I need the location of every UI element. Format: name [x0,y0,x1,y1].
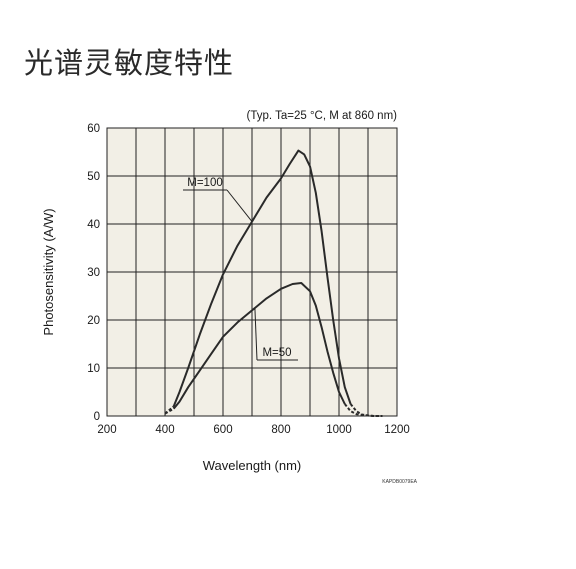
series-line-1-tail [349,403,383,417]
grid [107,128,397,416]
y-tick-label: 30 [87,267,100,279]
y-tick-label: 50 [87,171,100,183]
y-tick-label: 0 [94,411,100,423]
condition-note: (Typ. Ta=25 °C, M at 860 nm) [247,110,398,122]
y-axis-title: Photosensitivity (A/W) [41,208,56,335]
y-tick-label: 20 [87,315,100,327]
y-tick-label: 10 [87,363,100,375]
callout-label: M=100 [187,177,222,189]
x-tick-label: 200 [97,424,116,436]
series-line-2 [172,282,346,410]
series-line-2-tail [164,407,175,415]
x-tick-label: 400 [155,424,174,436]
page-title: 光谱灵敏度特性 [24,46,235,80]
series-line-2-tail [344,403,383,417]
x-tick-label: 600 [213,424,232,436]
y-tick-label: 60 [87,123,100,135]
y-tick-labels: 0 10 20 30 40 50 60 [87,123,100,423]
callout-leader [226,189,253,222]
callouts: M=100 M=50 [183,177,298,361]
x-axis-title: Wavelength (nm) [203,458,302,473]
x-tick-label: 1200 [384,424,410,436]
series-lines [164,149,383,417]
y-tick-label: 40 [87,219,100,231]
x-tick-label: 800 [271,424,290,436]
figure-code: KAPDB0079EA [382,479,417,485]
series-line-1 [172,149,352,407]
x-tick-labels: 200 400 600 800 1000 1200 [97,424,409,436]
x-tick-label: 1000 [326,424,352,436]
callout-leader [254,307,258,361]
callout-label: M=50 [262,347,291,359]
